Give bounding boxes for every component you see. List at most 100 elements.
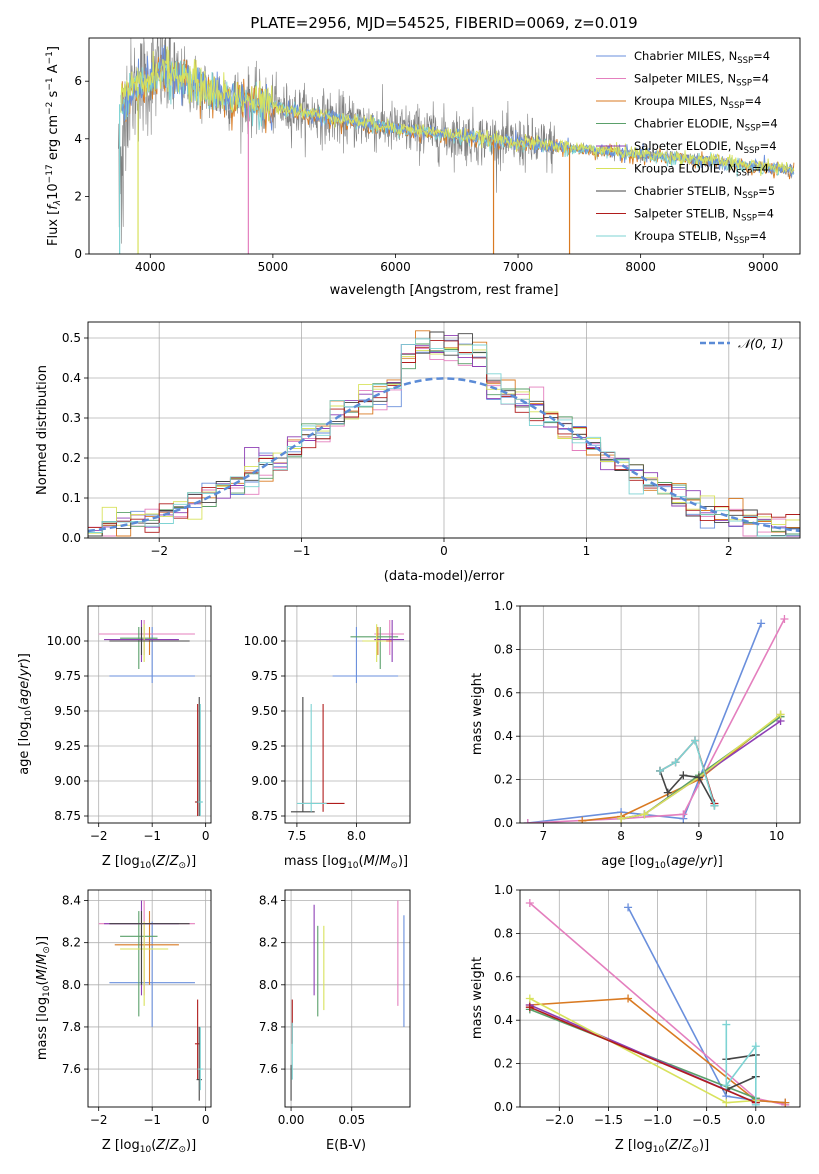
histogram-ytick-label: 0.1 <box>62 491 81 505</box>
weight-age-ytick-label: 1.0 <box>494 599 513 613</box>
weight-z-line-kroupa_stelib <box>725 1024 757 1105</box>
legend-label-chabrier_elodie: Chabrier ELODIE, NSSP=4 <box>634 117 778 134</box>
mass-z-xtick-label: 0 <box>202 1113 210 1127</box>
weight-age-line-chabrier_miles <box>527 623 762 823</box>
weight-z-line-kroupa_miles <box>529 997 786 1104</box>
weight-z-marker-kroupa_stelib <box>722 1081 731 1090</box>
weight-z-xtick-label: 0.0 <box>746 1113 765 1127</box>
age-z-axes-frame <box>87 605 212 824</box>
age-mass-xtick-label: 7.5 <box>287 829 306 843</box>
mass-ebv-xlabel: E(B-V) <box>326 1138 366 1153</box>
legend-label-kroupa_elodie: Kroupa ELODIE, NSSP=4 <box>634 162 769 179</box>
age-vs-mass-panel: 7.5 8.0 8.75 9.00 9.25 9.50 9.75 10.00 <box>244 605 411 843</box>
age-mass-axes-frame <box>284 605 411 824</box>
histogram-legend: 𝒩(0, 1) <box>700 336 784 351</box>
weight-z-ytick-label: 0.0 <box>494 1100 513 1114</box>
legend-label-salpeter_stelib: Salpeter STELIB, NSSP=4 <box>634 207 774 224</box>
weight-age-axes-frame <box>519 605 801 824</box>
weight-z-marker-kroupa_stelib <box>751 1042 760 1051</box>
weight-z-marker-kroupa_miles <box>624 994 633 1003</box>
age-z-xtick-label: −1 <box>143 829 161 843</box>
age-mass-ytick-label: 8.75 <box>251 809 278 823</box>
model-spectrum-kroupa_elodie <box>120 46 795 176</box>
gaussian-legend-label: 𝒩(0, 1) <box>738 336 784 351</box>
mass-vs-metallicity-panel: −2 −1 0 7.6 7.8 8.0 8.2 8.4 <box>62 889 212 1127</box>
weight-age-marker-kroupa_stelib <box>710 801 719 810</box>
spectrum-xtick-label: 8000 <box>625 260 656 274</box>
age-mass-ytick-label: 9.75 <box>251 669 278 683</box>
spectrum-xlabel: wavelength [Angstrom, rest frame] <box>330 283 559 298</box>
legend-label-salpeter_miles: Salpeter MILES, NSSP=4 <box>634 72 769 89</box>
histogram-ytick-label: 0.2 <box>62 451 81 465</box>
legend-label-chabrier_miles: Chabrier MILES, NSSP=4 <box>634 49 770 66</box>
mass-z-axes-frame <box>87 889 212 1108</box>
mass-z-ytick-label: 7.6 <box>62 1062 81 1076</box>
histogram-kroupa_stelib <box>88 338 800 537</box>
weight-age-marker-salpeter_miles <box>523 819 532 823</box>
histogram-axes-frame <box>87 321 801 539</box>
weight-age-series <box>523 615 789 823</box>
weight-z-marker-kroupa_stelib <box>722 1020 731 1029</box>
residual-histogram-panel: −2 −1 0 1 2 0.0 0.1 0.2 0.3 0.4 0.5 (data-model)/e… <box>35 321 801 584</box>
weight-age-ytick-label: 0.6 <box>494 686 513 700</box>
weight-age-ylabel: mass weight <box>470 673 485 755</box>
histogram-xtick-label: 2 <box>725 544 733 558</box>
histogram-ytick-label: 0.0 <box>62 531 81 545</box>
mass-z-ytick-label: 7.8 <box>62 1020 81 1034</box>
weight-age-xtick-label: 9 <box>695 829 703 843</box>
age-z-ytick-label: 9.00 <box>54 774 81 788</box>
spectrum-panel: PLATE=2956, MJD=54525, FIBERID=0069, z=0… <box>45 14 801 298</box>
spectrum-ytick-label: 2 <box>74 189 82 203</box>
spectrum-axes-frame <box>88 37 801 255</box>
weight-z-marker-salpeter_stelib <box>525 1003 534 1012</box>
weight-age-xtick-label: 8 <box>617 829 625 843</box>
age-z-ylabel: age [log10(age/yr)] <box>17 653 34 775</box>
mass-z-ytick-label: 8.4 <box>62 894 81 908</box>
age-mass-ytick-label: 9.50 <box>251 704 278 718</box>
weight-age-marker-kroupa_stelib <box>656 766 664 775</box>
weight-age-line-kroupa_elodie <box>620 713 782 820</box>
mass-z-ylabel: mass [log10(M/M⊙)] <box>35 936 52 1060</box>
age-z-ytick-label: 9.75 <box>54 669 81 683</box>
mass-vs-ebv-panel: 0.00 0.05 7.6 7.8 8.0 8.2 8.4 <box>259 889 411 1127</box>
weight-z-marker-kroupa_elodie <box>722 1098 731 1107</box>
weight-z-line-salpeter_stelib <box>529 1006 757 1104</box>
weight-age-marker-kroupa_stelib <box>691 736 699 745</box>
histogram-xlabel: (data-model)/error <box>384 569 505 584</box>
mass-ebv-ytick-label: 7.8 <box>259 1020 278 1034</box>
mass-ebv-xtick-label: 0.00 <box>278 1113 305 1127</box>
histogram-xtick-label: −2 <box>150 544 168 558</box>
weight-z-ylabel: mass weight <box>470 957 485 1039</box>
weight-z-xtick-label: −1.5 <box>594 1113 623 1127</box>
weight-z-axes-frame <box>519 889 801 1108</box>
age-mass-xlabel: mass [log10(M/M⊙)] <box>284 854 408 871</box>
weight-age-xtick-label: 10 <box>769 829 784 843</box>
weight-z-ytick-label: 0.2 <box>494 1057 513 1071</box>
weight-z-marker-salpeter_miles <box>525 899 534 908</box>
histogram-ticks: −2 −1 0 1 2 0.0 0.1 0.2 0.3 0.4 0.5 <box>62 331 733 558</box>
weight-age-line-kroupa_miles <box>582 713 782 822</box>
weight-age-marker-kroupa_stelib <box>671 758 680 767</box>
age-z-xlabel: Z [log10(Z/Z⊙)] <box>102 854 196 871</box>
weight-age-ytick-label: 0.8 <box>494 642 513 656</box>
histogram-ytick-label: 0.3 <box>62 411 81 425</box>
weight-z-xlabel: Z [log10(Z/Z⊙)] <box>615 1138 709 1155</box>
weight-age-marker-kroupa_elodie <box>617 814 626 823</box>
weight-z-marker-kroupa_miles <box>781 1098 790 1107</box>
spectrum-ytick-label: 0 <box>74 247 82 261</box>
age-z-ytick-label: 9.50 <box>54 704 81 718</box>
weight-z-marker-kroupa_stelib <box>751 1100 760 1107</box>
spectrum-ticks: 4000 5000 6000 7000 8000 9000 0 2 4 6 <box>74 74 778 274</box>
weight-z-xtick-label: −0.5 <box>692 1113 721 1127</box>
histogram-chabrier_stelib <box>88 331 800 537</box>
weight-z-xtick-label: −2.0 <box>545 1113 574 1127</box>
weight-age-xtick-label: 7 <box>540 829 548 843</box>
mass-z-xtick-label: −2 <box>90 1113 108 1127</box>
weight-z-ytick-label: 1.0 <box>494 883 513 897</box>
histogram-xtick-label: −1 <box>293 544 311 558</box>
spectrum-xtick-label: 9000 <box>748 260 779 274</box>
histogram-salpeter_stelib <box>88 339 800 533</box>
weight-z-ytick-label: 0.8 <box>494 926 513 940</box>
spectrum-xtick-label: 4000 <box>135 260 166 274</box>
